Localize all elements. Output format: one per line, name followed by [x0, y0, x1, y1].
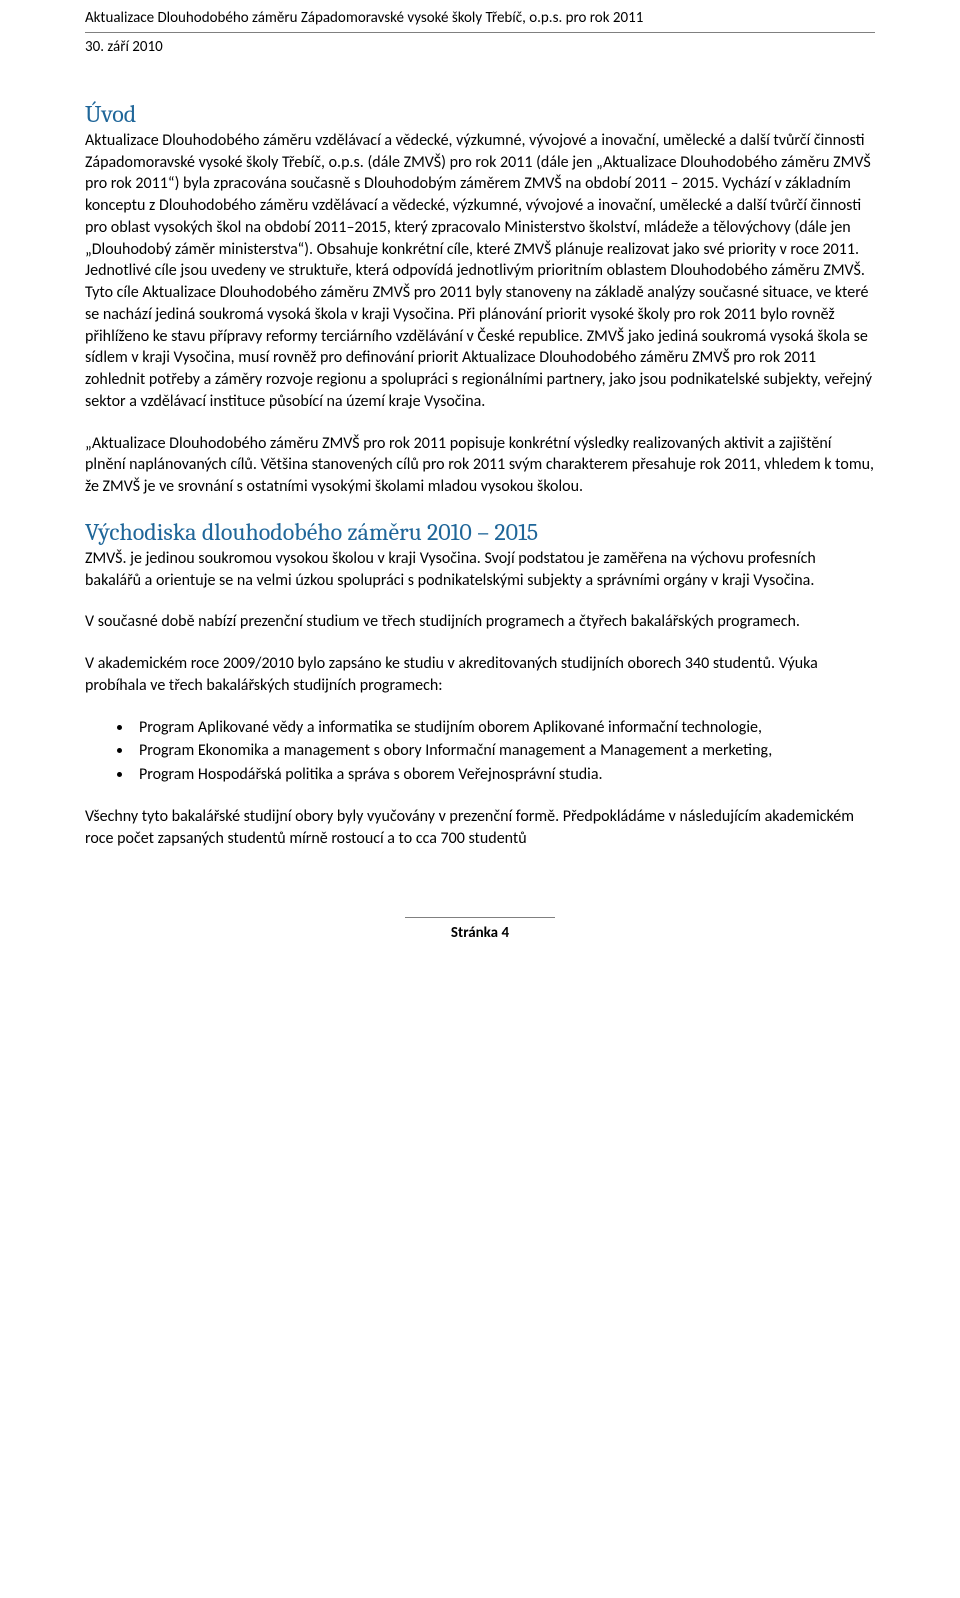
page-number-label: Stránka 4 — [451, 924, 509, 942]
vychodiska-paragraph-3: V akademickém roce 2009/2010 bylo zapsán… — [85, 653, 875, 697]
header-title: Aktualizace Dlouhodobého záměru Západomo… — [85, 8, 875, 33]
vychodiska-paragraph-2: V současné době nabízí prezenční studium… — [85, 611, 875, 633]
header-date: 30. září 2010 — [85, 37, 875, 57]
intro-paragraph-2: „Aktualizace Dlouhodobého záměru ZMVŠ pr… — [85, 433, 875, 498]
list-item: Program Ekonomika a management s obory I… — [133, 740, 875, 762]
program-list: Program Aplikované vědy a informatika se… — [85, 717, 875, 786]
intro-paragraph-1: Aktualizace Dlouhodobého záměru vzděláva… — [85, 130, 875, 413]
vychodiska-paragraph-1: ZMVŠ. je jedinou soukromou vysokou školo… — [85, 548, 875, 592]
list-item: Program Hospodářská politika a správa s … — [133, 764, 875, 786]
page-container: Aktualizace Dlouhodobého záměru Západomo… — [0, 0, 960, 982]
heading-vychodiska: Východiska dlouhodobého záměru 2010 – 20… — [85, 518, 875, 546]
page-footer: Stránka 4 — [405, 917, 555, 942]
heading-uvod: Úvod — [85, 100, 875, 128]
vychodiska-paragraph-4: Všechny tyto bakalářské studijní obory b… — [85, 806, 875, 850]
list-item: Program Aplikované vědy a informatika se… — [133, 717, 875, 739]
document-header: Aktualizace Dlouhodobého záměru Západomo… — [85, 0, 875, 58]
